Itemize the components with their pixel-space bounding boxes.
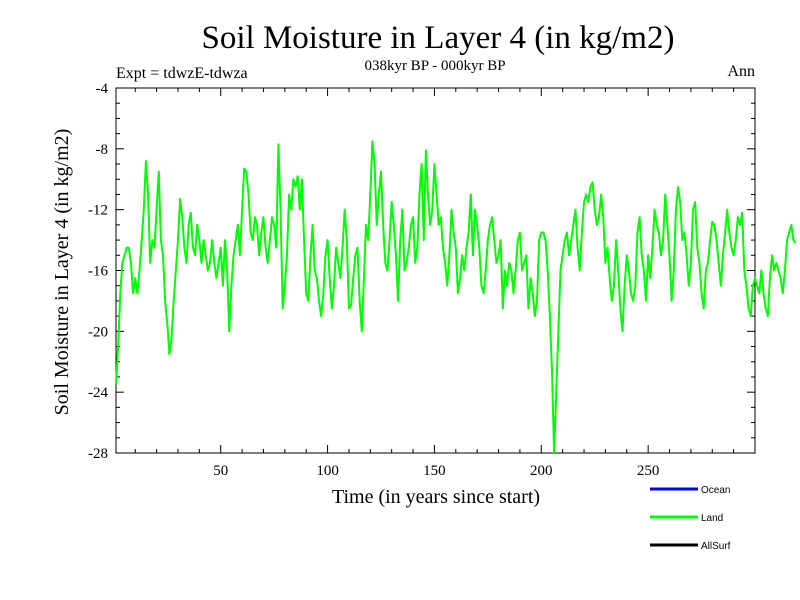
y-axis-label: Soil Moisture in Layer 4 (in kg/m2): [51, 129, 73, 416]
x-axis-label: Time (in years since start): [332, 486, 540, 508]
legend-label-ocean: Ocean: [701, 485, 730, 496]
y-tick-label: -20: [88, 324, 108, 340]
legend-label-allsurf: AllSurf: [701, 541, 731, 552]
chart-subtitle: 038kyr BP - 000kyr BP: [364, 58, 505, 74]
chart-title: Soil Moisture in Layer 4 (in kg/m2): [202, 20, 675, 56]
plot-area: [115, 87, 756, 454]
y-tick-label: -8: [96, 142, 109, 158]
legend: Ocean Land AllSurf: [650, 485, 731, 552]
y-tick-label: -28: [88, 446, 108, 462]
series-layer: [115, 140, 797, 454]
y-tick-label: -4: [96, 81, 109, 97]
x-tick-label: 200: [530, 463, 553, 479]
legend-label-land: Land: [701, 513, 723, 524]
expt-label: Expt = tdwzE-tdwza: [116, 65, 248, 82]
x-tick-label: 100: [316, 463, 339, 479]
x-tick-label: 250: [637, 463, 660, 479]
y-tick-label: -24: [88, 385, 108, 401]
series-line-land: [115, 140, 797, 454]
x-tick-label: 150: [423, 463, 446, 479]
period-label: Ann: [727, 63, 755, 80]
plot-frame: [115, 87, 756, 454]
y-tick-label: -12: [88, 203, 108, 219]
y-tick-label: -16: [88, 264, 108, 280]
x-tick-label: 50: [213, 463, 228, 479]
axis-ticks: 50 100 150 200 250 -4 -8 -12 -16 -20 -24 -28: [88, 81, 755, 479]
